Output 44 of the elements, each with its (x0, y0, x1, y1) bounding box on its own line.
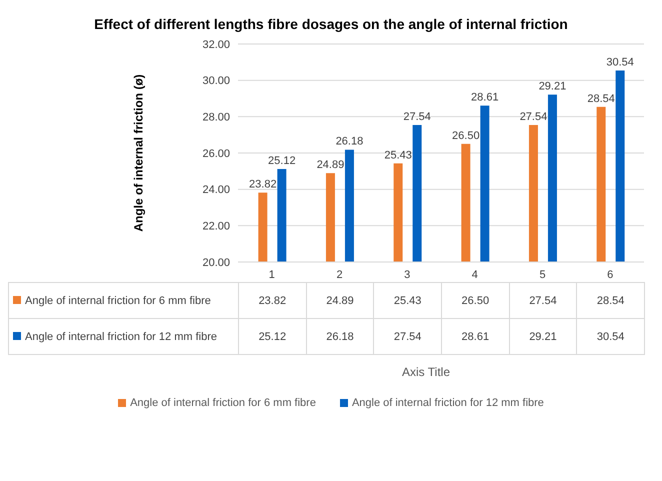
data-label: 23.82 (238, 282, 306, 318)
text: 30.54 (606, 56, 634, 69)
text: 25.43 (384, 149, 412, 162)
legend-label: Angle of internal friction for 6 mm fibre (8, 282, 238, 318)
y-tick-label: 22.00 (202, 220, 230, 233)
text: 26.50 (452, 130, 480, 142)
text: 24.89 (316, 159, 344, 172)
data-label: 28.54 (576, 282, 644, 318)
text: Angle of internal friction for 6 mm fibre (130, 397, 316, 409)
y-tick-label: 20.00 (202, 256, 230, 269)
text: 23.82 (249, 178, 277, 191)
x-tick-label: 5 (539, 268, 546, 281)
text: Angle of internal friction for 12 mm fibre (352, 397, 544, 409)
x-tick-label: 3 (404, 268, 410, 281)
data-label: 24.89 (306, 282, 374, 318)
text: 28.54 (587, 92, 615, 105)
text: 28.61 (471, 92, 499, 104)
text: 26.18 (336, 136, 364, 148)
text: Axis Title (400, 365, 451, 379)
legend-label: Angle of internal friction for 12 mm fibre (8, 318, 238, 354)
text: 25.12 (268, 154, 296, 167)
y-tick-label: 28.00 (202, 112, 230, 124)
y-tick-label: 24.00 (202, 184, 230, 196)
data-label: 25.43 (374, 282, 442, 318)
data-label: 30.54 (576, 318, 644, 354)
y-axis-title: Angle of internal friction (ø) (131, 74, 146, 232)
data-label: 26.18 (306, 318, 374, 354)
data-label: 26.50 (441, 282, 510, 318)
x-tick-label: 2 (336, 268, 343, 281)
text: 27.54 (520, 111, 548, 124)
y-tick-label: 26.00 (202, 148, 230, 160)
text: 29.21 (538, 80, 566, 93)
data-label: 28.61 (441, 318, 510, 354)
data-label: 27.54 (374, 318, 442, 354)
data-label: 25.12 (238, 318, 306, 354)
text: 27.54 (403, 111, 431, 124)
data-label: 27.54 (509, 282, 577, 318)
x-tick-label: 6 (607, 268, 614, 281)
y-tick-label: 30.00 (202, 75, 230, 88)
x-tick-label: 4 (472, 268, 478, 281)
data-label: 29.21 (509, 318, 577, 354)
chart-title: Effect of different lengths fibre dosages on the angle of internal friction (93, 15, 569, 34)
y-tick-label: 32.00 (202, 38, 230, 51)
x-tick-label: 1 (268, 268, 275, 281)
